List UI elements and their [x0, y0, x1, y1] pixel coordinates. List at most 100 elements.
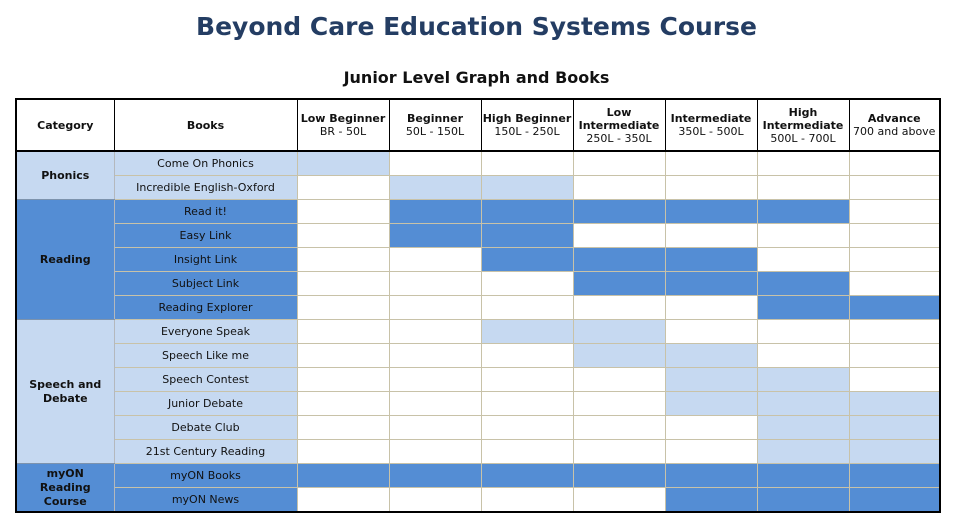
level-cell-filled	[756, 271, 850, 296]
level-range: 350L - 500L	[678, 125, 744, 138]
level-range: 50L - 150L	[405, 125, 465, 138]
level-cell-empty	[664, 223, 758, 248]
category-cell: myON Reading Course	[15, 463, 115, 513]
level-cell-empty	[296, 271, 390, 296]
level-cell-empty	[664, 319, 758, 344]
level-cell-empty	[296, 223, 390, 248]
level-cell-empty	[480, 391, 574, 416]
table-row: Debate Club	[16, 415, 941, 440]
level-range: 150L - 250L	[494, 125, 560, 138]
level-cell-filled	[756, 295, 850, 320]
level-cell-empty	[388, 415, 482, 440]
level-cell-empty	[388, 367, 482, 392]
level-cell-filled	[664, 487, 758, 513]
table-row: Incredible English-Oxford	[16, 175, 941, 200]
level-cell-filled	[756, 415, 850, 440]
header-level: High Intermediate 500L - 700L	[757, 99, 850, 152]
book-name-cell: Easy Link	[113, 223, 298, 248]
level-cell-empty	[480, 150, 574, 176]
level-range: BR - 50L	[319, 125, 367, 138]
table-row: Reading Explorer	[16, 295, 941, 320]
level-cell-filled	[388, 175, 482, 200]
level-cell-filled	[664, 199, 758, 224]
level-name: Low Intermediate	[578, 105, 660, 132]
level-cell-filled	[848, 391, 941, 416]
level-cell-empty	[388, 343, 482, 368]
level-cell-empty	[848, 150, 941, 176]
level-cell-empty	[296, 343, 390, 368]
book-name-cell: Junior Debate	[113, 391, 298, 416]
level-cell-filled	[480, 223, 574, 248]
book-name-cell: Speech Like me	[113, 343, 298, 368]
book-name-cell: myON Books	[113, 463, 298, 488]
header-row: Category Books Low Beginner BR - 50L Begi…	[16, 99, 940, 152]
level-cell-empty	[664, 439, 758, 464]
level-cell-empty	[480, 367, 574, 392]
level-range: 250L - 350L	[586, 131, 652, 145]
level-cell-empty	[388, 391, 482, 416]
table-row: 21st Century Reading	[16, 439, 941, 464]
category-cell: Reading	[15, 199, 115, 320]
level-cell-empty	[756, 343, 850, 368]
table-row: Reading Read it!	[15, 199, 941, 320]
level-name: Advance	[867, 112, 921, 125]
level-cell-filled	[756, 487, 850, 513]
book-name-cell: Reading Explorer	[113, 295, 298, 320]
level-cell-empty	[664, 150, 758, 176]
level-cell-empty	[572, 295, 666, 320]
table-row: Insight Link	[16, 247, 941, 272]
level-cell-empty	[296, 199, 390, 224]
level-cell-empty	[480, 439, 574, 464]
level-cell-filled	[756, 199, 850, 224]
level-cell-empty	[296, 367, 390, 392]
level-cell-empty	[296, 439, 390, 464]
level-cell-empty	[572, 367, 666, 392]
level-cell-empty	[848, 343, 941, 368]
level-cell-filled	[756, 367, 850, 392]
level-cell-empty	[664, 175, 758, 200]
table-row: Junior Debate	[16, 391, 941, 416]
level-cell-filled	[480, 247, 574, 272]
level-cell-empty	[848, 247, 941, 272]
level-cell-filled	[664, 247, 758, 272]
level-cell-empty	[296, 247, 390, 272]
header-level: High Beginner 150L - 250L	[481, 99, 574, 152]
level-name: High Intermediate	[762, 105, 844, 132]
header-books: Books	[114, 99, 298, 152]
book-name-cell: 21st Century Reading	[113, 439, 298, 464]
table-row: Speech Like me	[16, 343, 941, 368]
book-name-cell: Debate Club	[113, 415, 298, 440]
level-cell-empty	[572, 175, 666, 200]
level-cell-empty	[388, 487, 482, 513]
table-row: Subject Link	[16, 271, 941, 296]
level-cell-filled	[664, 343, 758, 368]
level-cell-empty	[296, 319, 390, 344]
level-cell-empty	[572, 391, 666, 416]
level-cell-empty	[388, 295, 482, 320]
level-cell-filled	[388, 223, 482, 248]
level-cell-filled	[572, 463, 666, 488]
table-row: Easy Link	[16, 223, 941, 248]
level-cell-filled	[664, 367, 758, 392]
level-cell-filled	[572, 319, 666, 344]
level-cell-filled	[296, 150, 390, 176]
book-name-cell: Come On Phonics	[113, 150, 298, 176]
table-row: Speech and Debate Everyone Speak	[15, 319, 941, 464]
page-title: Beyond Care Education Systems Course	[196, 12, 757, 41]
category-cell: Phonics	[15, 150, 115, 200]
level-cell-filled	[296, 463, 390, 488]
category-cell: Speech and Debate	[15, 319, 115, 464]
book-name-cell: Incredible English-Oxford	[113, 175, 298, 200]
level-cell-empty	[572, 439, 666, 464]
level-cell-empty	[848, 175, 941, 200]
level-cell-empty	[848, 199, 941, 224]
header-level: Advance 700 and above	[849, 99, 940, 152]
level-cell-empty	[480, 295, 574, 320]
level-cell-empty	[756, 319, 850, 344]
level-cell-filled	[848, 439, 941, 464]
level-cell-empty	[572, 487, 666, 513]
level-cell-empty	[848, 367, 941, 392]
level-range: 700 and above	[853, 125, 936, 138]
level-cell-empty	[848, 271, 941, 296]
level-cell-empty	[756, 175, 850, 200]
